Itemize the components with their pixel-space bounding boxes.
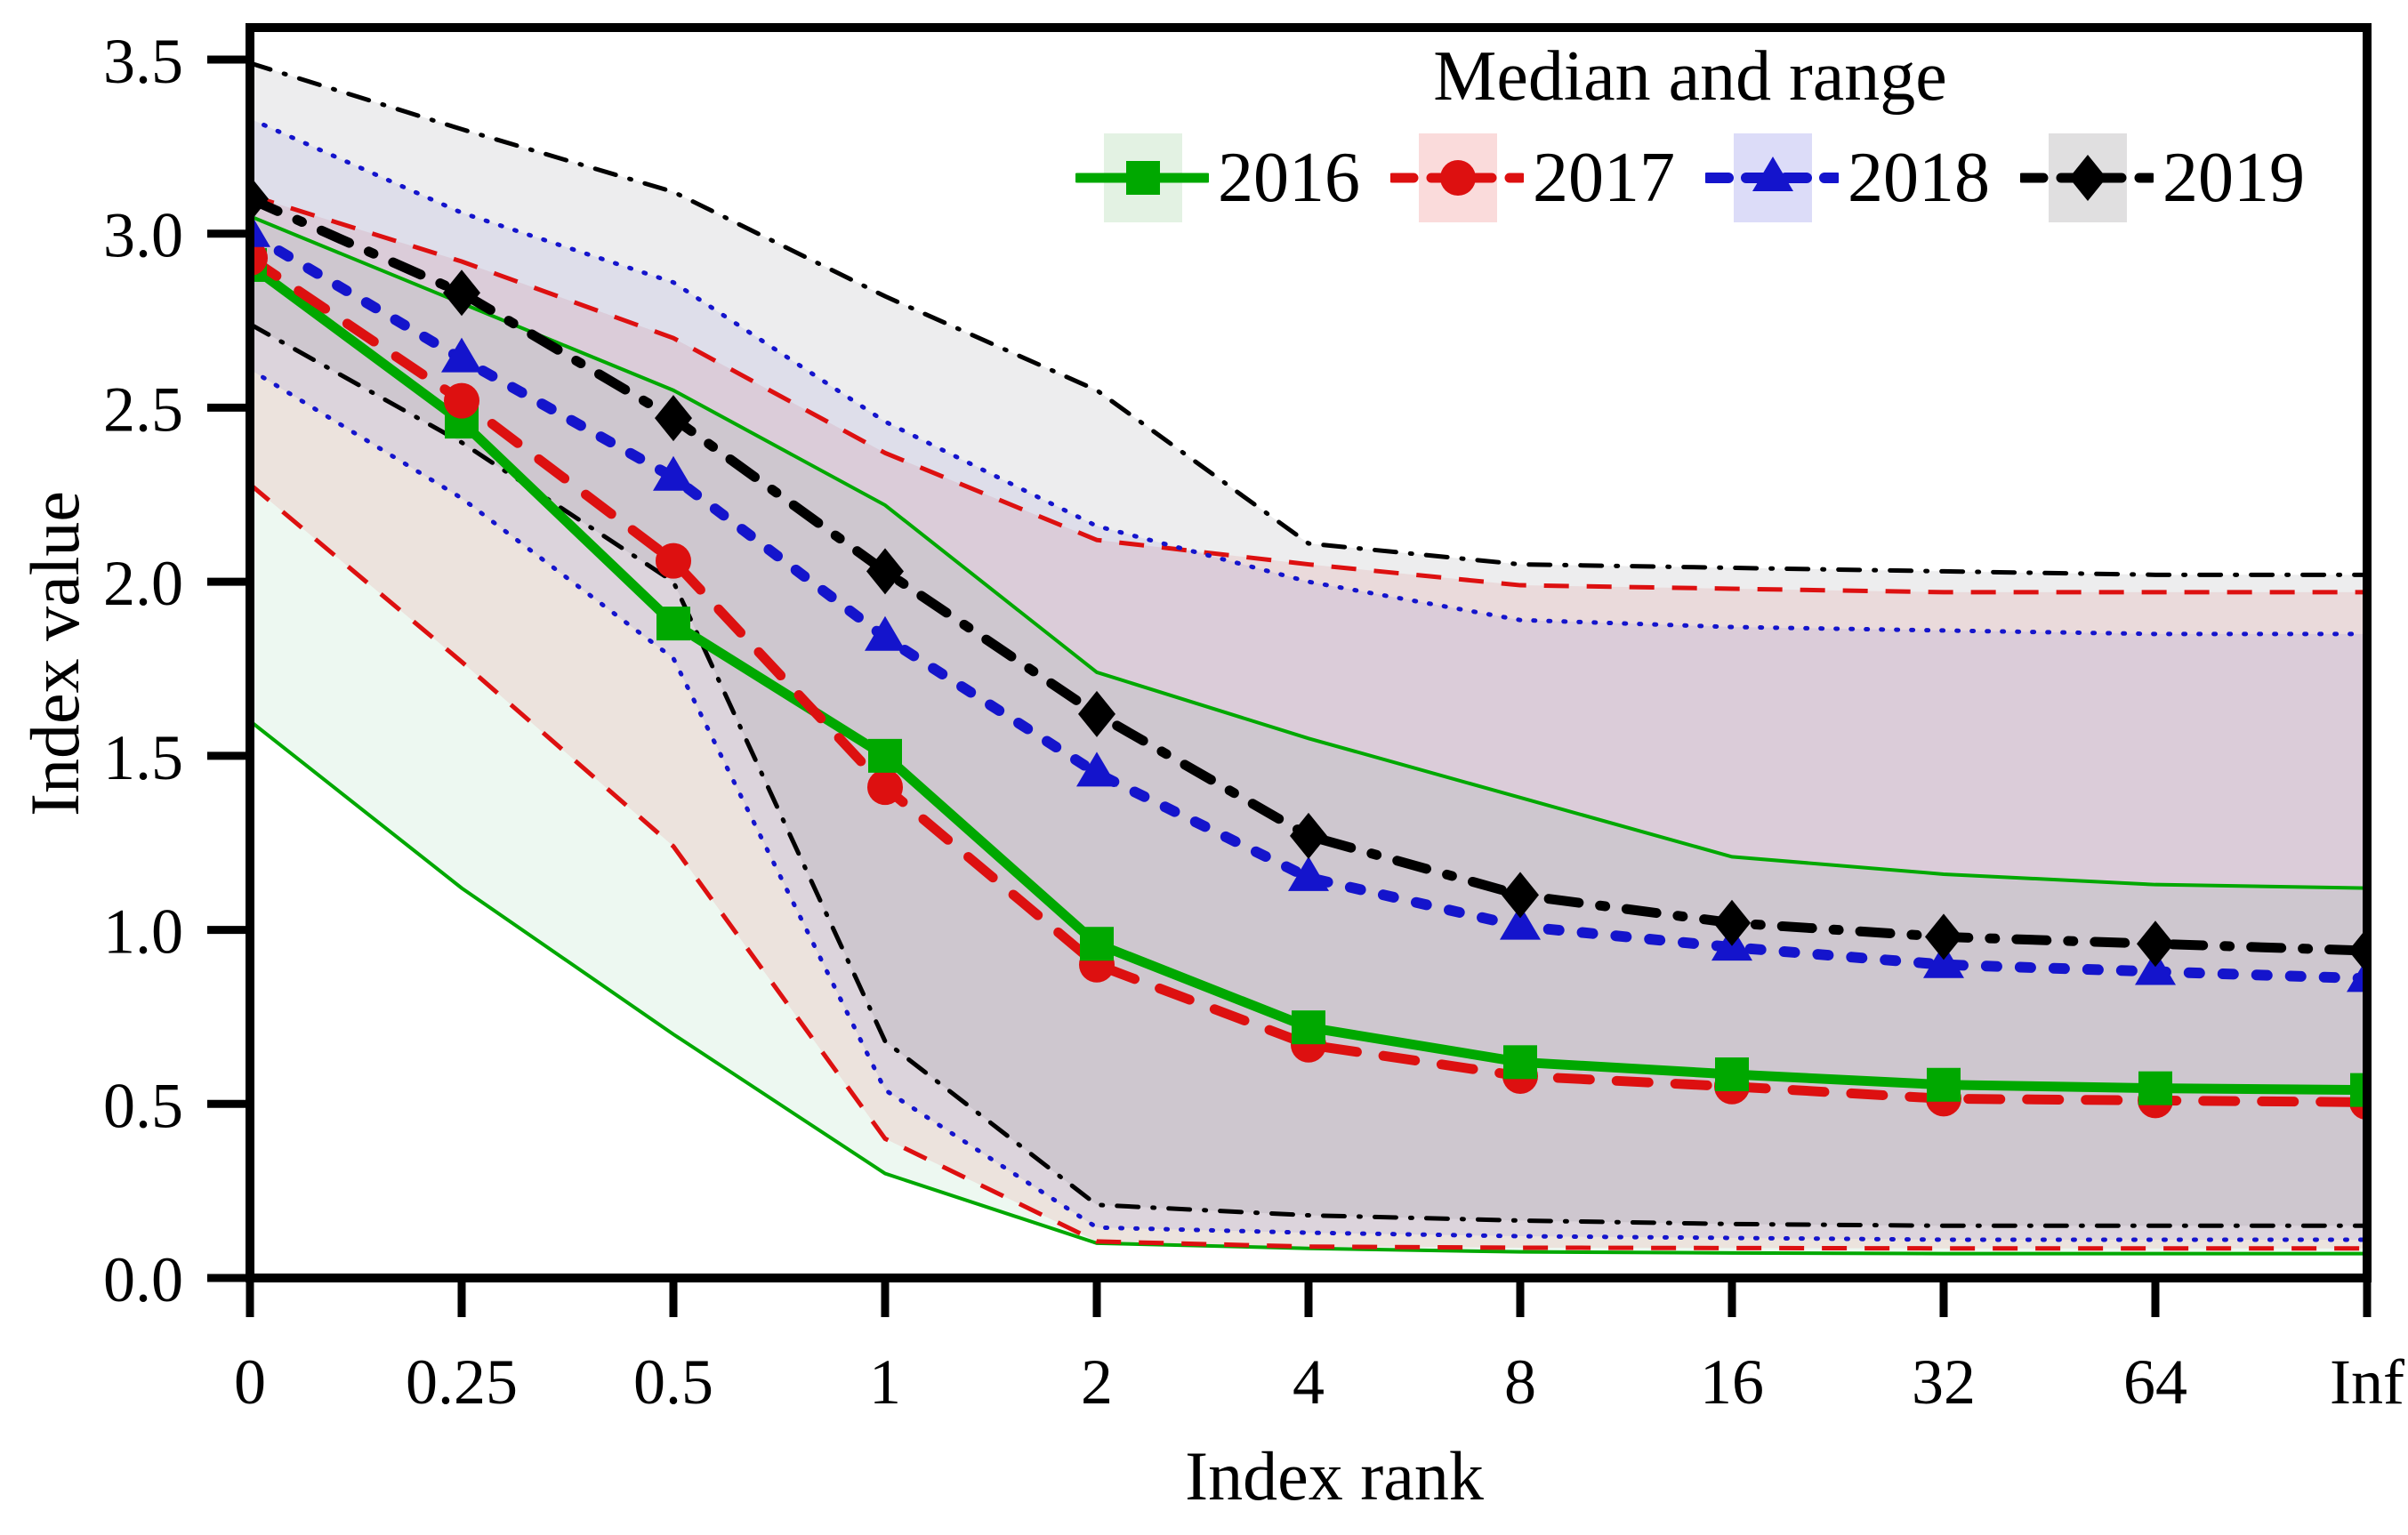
marker-2017-x0.5 [656, 542, 691, 579]
marker-2019-x2 [1078, 690, 1115, 737]
legend-sample-2017 [1390, 133, 1524, 222]
marker-2016-x0.5 [656, 607, 690, 641]
legend-diamond-marker-icon [2069, 155, 2106, 201]
legend-label-2017: 2017 [1533, 139, 1675, 217]
y-tick-label: 3.5 [103, 26, 183, 97]
y-tick-label: 0.5 [103, 1070, 183, 1141]
upper-envelope-2019 [249, 60, 2368, 577]
marker-2017-x1 [867, 769, 903, 806]
plot-area [249, 60, 2368, 1256]
legend-row: 2016 2017 2018 2019 [1041, 128, 2340, 228]
legend-label-2016: 2016 [1218, 139, 1360, 217]
legend-entry-2016: 2016 [1075, 128, 1360, 228]
y-tick-label: 1.5 [103, 722, 183, 793]
lower-envelope-2019 [249, 321, 2368, 1228]
marker-2019-x16 [1713, 899, 1751, 946]
x-tick-label: Inf [2330, 1346, 2404, 1418]
legend-triangle-marker-icon [1752, 157, 1793, 191]
marker-2018-x8 [1500, 904, 1541, 940]
marker-2019-x1 [866, 548, 904, 595]
legend-title: Median and range [1433, 37, 1947, 116]
marker-2019-x64 [2137, 920, 2174, 968]
marker-2016-x64 [2138, 1071, 2172, 1105]
x-tick-label: 8 [1504, 1346, 1536, 1418]
marker-2016-x8 [1503, 1045, 1537, 1080]
x-tick-label: 1 [869, 1346, 901, 1418]
marker-2017-x0.25 [444, 382, 479, 419]
legend-entry-2017: 2017 [1390, 128, 1675, 228]
range-band-2017 [250, 195, 2367, 1249]
legend-sample-2019 [2020, 133, 2154, 222]
y-tick-label: 2.0 [103, 548, 183, 619]
marker-2018-x2 [1076, 751, 1117, 787]
marker-2018-x1 [865, 615, 906, 651]
upper-envelope-2017 [249, 193, 2367, 595]
x-tick-label: 16 [1700, 1346, 1764, 1418]
marker-2018-x64 [2135, 950, 2176, 985]
marker-2019-x0.25 [443, 269, 480, 317]
marker-2019-x8 [1502, 872, 1539, 919]
lower-envelope-2018 [249, 366, 2368, 1242]
legend-entry-2018: 2018 [1705, 128, 1990, 228]
x-tick-label: 0 [234, 1346, 266, 1418]
marker-2019-x0.5 [655, 395, 692, 442]
x-tick-label: 0.25 [406, 1346, 518, 1418]
range-band-2019 [250, 62, 2367, 1226]
y-tick-label: 0.0 [103, 1244, 183, 1315]
median-line-2019 [249, 194, 2368, 956]
marker-2016-x32 [1927, 1067, 1961, 1102]
legend-sample-2018 [1705, 133, 1839, 222]
x-tick-label: 32 [1912, 1346, 1976, 1418]
y-tick-label: 1.0 [103, 896, 183, 968]
x-tick-label: 2 [1081, 1346, 1113, 1418]
legend-label-2019: 2019 [2162, 139, 2305, 217]
marker-2019-x32 [1925, 913, 1962, 960]
lower-envelope-2017 [249, 482, 2367, 1251]
legend-sample-2016 [1075, 133, 1209, 222]
marker-2019-x4 [1290, 812, 1327, 859]
x-axis-title: Index rank [1185, 1437, 1484, 1515]
marker-2016-x4 [1292, 1010, 1325, 1045]
y-tick-label: 3.0 [103, 200, 183, 271]
legend: Median and range 2016 2017 2018 2019 [1041, 37, 2340, 228]
upper-envelope-2018 [249, 117, 2368, 637]
y-tick-label: 2.5 [103, 374, 183, 445]
legend-label-2018: 2018 [1848, 139, 1990, 217]
legend-entry-2019: 2019 [2020, 128, 2305, 228]
median-line-2018 [249, 228, 2368, 984]
marker-2018-x0.25 [441, 337, 482, 373]
x-tick-label: 0.5 [633, 1346, 713, 1418]
lower-envelope-2016 [249, 719, 2367, 1256]
y-axis-title: Index value [16, 490, 93, 817]
legend-square-marker-icon [1126, 161, 1160, 195]
marker-2018-x32 [1923, 943, 1964, 978]
median-line-2017 [249, 253, 2368, 1107]
upper-envelope-2016 [249, 214, 2368, 890]
marker-2018-x4 [1288, 856, 1329, 891]
x-tick-label: 4 [1293, 1346, 1325, 1418]
marker-2016-x16 [1715, 1057, 1749, 1092]
marker-2018-x0.5 [653, 455, 694, 491]
marker-2016-x1 [868, 738, 902, 773]
x-tick-label: 64 [2123, 1346, 2187, 1418]
range-band-2018 [250, 118, 2367, 1240]
legend-circle-marker-icon [1440, 160, 1476, 196]
marker-2016-x2 [1080, 927, 1114, 961]
